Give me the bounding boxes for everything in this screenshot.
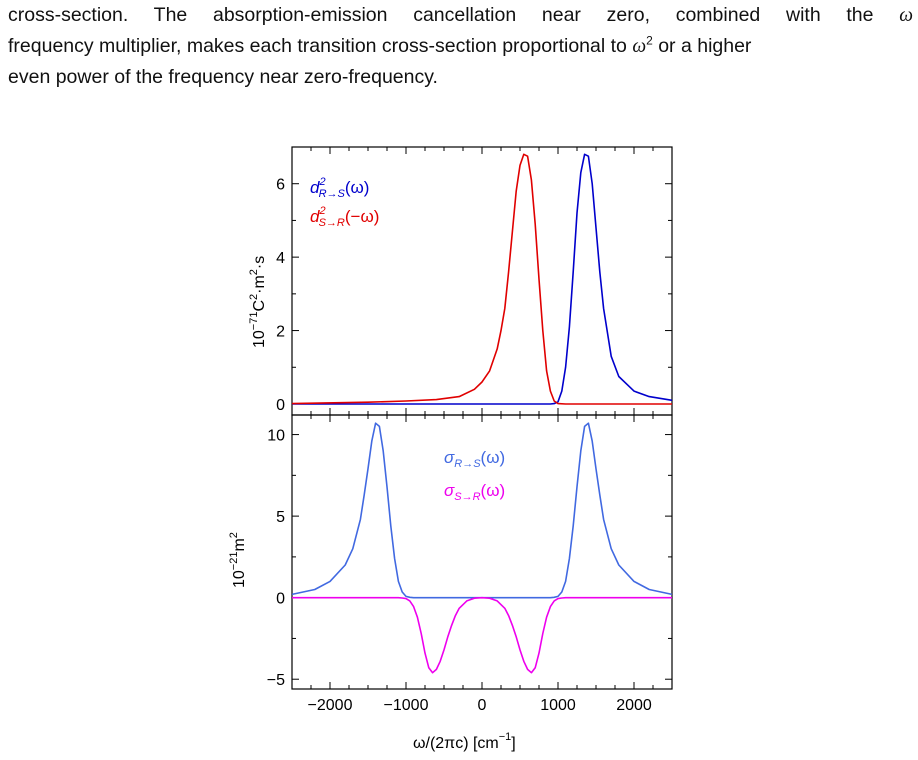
top-series-lines	[291, 153, 673, 405]
series-line-d-s-r	[291, 153, 672, 405]
omega-symbol-1: ω	[899, 5, 914, 26]
series-line-s-r	[292, 596, 672, 674]
text-line-3: even power of the frequency near zero-fr…	[8, 66, 438, 88]
legend-entry-d-r-s: d2 R→S(ω)	[310, 176, 369, 200]
bottom-series-lines	[291, 422, 673, 674]
omega-exponent: 2	[646, 33, 653, 48]
top-panel: 0 2 4 6 d2 R→S(ω) d2 S→R(−ω) 10−71C2·m2·s	[248, 146, 673, 416]
legend-entry-d-s-r: d2 S→R(−ω)	[310, 205, 379, 229]
top-ytick-label: 4	[276, 250, 285, 267]
xtick-label: −1000	[384, 697, 429, 714]
text-line-1-content: cross-section. The absorption-emission c…	[8, 4, 874, 26]
x-axis-label: ω/(2πc) [cm−1]	[413, 731, 516, 752]
bottom-ytick-label: 0	[276, 591, 285, 608]
text-line-1: cross-section. The absorption-emission c…	[8, 0, 913, 31]
bottom-ytick-label: 10	[267, 428, 285, 445]
omega-symbol-2: ω	[632, 36, 647, 57]
xtick-label: 0	[478, 697, 487, 714]
bottom-panel: −5 0 5 10 −2000 −1000 0 1000 2000 σR→S(ω) σS→R(ω…	[228, 414, 673, 752]
bottom-ytick-label: −5	[267, 672, 285, 689]
body-text: cross-section. The absorption-emission c…	[8, 0, 913, 93]
legend-entry-sigma-s-r: σS→R(ω)	[444, 481, 505, 503]
legend-entry-sigma-r-s: σR→S(ω)	[444, 448, 505, 470]
top-ytick-label: 2	[276, 324, 285, 341]
bottom-ticks: −5 0 5 10 −2000 −1000 0 1000 2000	[267, 415, 673, 714]
top-y-axis-label: 10−71C2·m2·s	[248, 256, 268, 348]
bottom-ytick-label: 5	[276, 509, 285, 526]
bottom-y-axis-label: 10−21m2	[228, 532, 248, 588]
text-line-2: frequency multiplier, makes each transit…	[8, 31, 913, 62]
text-line-2-content: frequency multiplier, makes each transit…	[8, 35, 627, 57]
top-ytick-label: 0	[276, 397, 285, 414]
series-line-d-r-s	[292, 153, 673, 405]
xtick-label: −2000	[308, 697, 353, 714]
xtick-label: 1000	[540, 697, 576, 714]
text-line-2-tail: or a higher	[658, 35, 752, 57]
xtick-label: 2000	[616, 697, 652, 714]
top-ytick-label: 6	[276, 177, 285, 194]
